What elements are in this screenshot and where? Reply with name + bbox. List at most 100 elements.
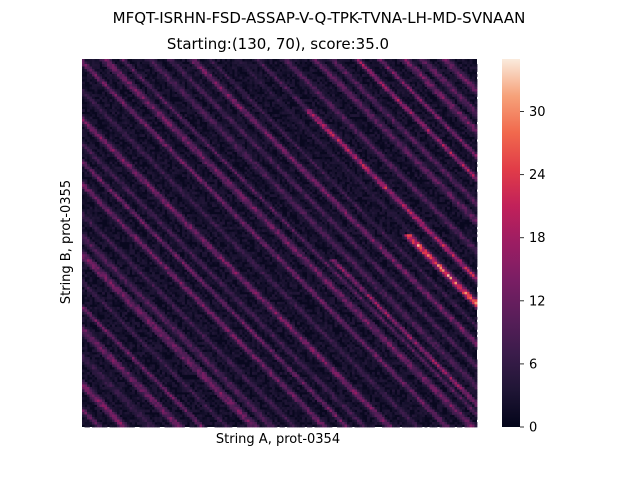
heatmap-cell [347,116,350,120]
heatmap-cell [212,104,215,107]
heatmap-cell [324,81,328,85]
heatmap-cell [384,141,388,145]
heatmap-cell [202,61,205,65]
heatmap-cell [137,149,140,153]
heatmap-cell [159,126,163,130]
heatmap-cell [272,139,275,143]
heatmap-cell [439,89,443,92]
heatmap-cell [464,91,468,95]
heatmap-cell [197,94,200,97]
heatmap-cell [189,149,193,153]
heatmap-cell [454,134,458,137]
heatmap-cell [314,116,318,120]
heatmap-cell [329,76,333,80]
heatmap-cell [137,61,140,65]
heatmap-cell [447,126,450,130]
heatmap-cell [127,134,130,137]
heatmap-cell [124,61,128,65]
heatmap-cell [367,79,370,82]
heatmap-cell [364,89,368,92]
heatmap-cell [287,74,290,77]
heatmap-cell [87,119,90,122]
heatmap-cell [99,131,103,135]
heatmap-cell [117,74,120,77]
heatmap-cell [289,94,293,97]
heatmap-cell [182,116,185,120]
heatmap-cell [204,71,208,75]
heatmap-cell [199,96,203,100]
heatmap-cell [109,119,113,122]
heatmap-cell [314,84,318,87]
heatmap-cell [259,64,263,67]
heatmap-cell [272,94,275,97]
heatmap-cell [379,61,383,65]
heatmap-cell [154,131,158,135]
heatmap-cell [447,79,450,82]
heatmap-cell [282,69,285,72]
heatmap-cell [279,71,283,75]
heatmap-cell [342,151,345,155]
heatmap-cell [117,76,120,80]
heatmap-cell [364,129,368,132]
heatmap-cell [467,139,470,143]
heatmap-cell [299,76,303,80]
heatmap-cell [222,121,225,125]
heatmap-cell [109,121,113,125]
heatmap-cell [124,69,128,72]
heatmap-cell [204,89,208,92]
heatmap-cell [419,96,423,100]
heatmap-cell [427,154,430,158]
heatmap-cell [239,101,243,105]
heatmap-cell [329,71,333,75]
heatmap-cell [247,99,250,102]
heatmap-cell [304,136,308,140]
heatmap-cell [192,76,195,80]
heatmap-cell [439,116,443,120]
heatmap-cell [99,141,103,145]
heatmap-cell [402,79,405,82]
heatmap-cell [337,141,340,145]
heatmap-cell [317,129,320,132]
heatmap-cell [407,74,410,77]
heatmap-cell [164,74,168,77]
heatmap-cell [177,61,180,65]
heatmap-cell [419,124,423,127]
heatmap-cell [357,94,360,97]
heatmap-cell [249,86,253,90]
heatmap-cell [87,59,90,62]
heatmap-cell [217,131,220,135]
heatmap-cell [112,141,115,145]
heatmap-cell [329,136,333,140]
heatmap-cell [204,116,208,120]
heatmap-cell [134,136,138,140]
heatmap-cell [117,139,120,143]
heatmap-cell [129,84,133,87]
heatmap-cell [172,149,175,153]
heatmap-cell [97,136,100,140]
heatmap-cell [347,109,350,112]
heatmap-cell [369,109,373,112]
heatmap-cell [229,99,233,102]
heatmap-cell [372,71,375,75]
heatmap-cell [302,124,305,127]
heatmap-cell [167,106,170,110]
heatmap-cell [429,69,433,72]
heatmap-cell [232,104,235,107]
heatmap-cell [297,114,300,117]
heatmap-cell [144,154,148,158]
heatmap-cell [129,141,133,145]
heatmap-cell [319,59,323,62]
heatmap-cell [204,59,208,62]
heatmap-cell [132,59,135,62]
heatmap-cell [92,119,95,122]
heatmap-cell [402,149,405,153]
heatmap-cell [349,71,353,75]
heatmap-cell [467,129,470,132]
heatmap-cell [412,96,415,100]
heatmap-cell [124,106,128,110]
heatmap-cell [359,81,363,85]
heatmap-cell [379,96,383,100]
heatmap-cell [292,96,295,100]
heatmap-cell [299,119,303,122]
heatmap-cell [444,59,448,62]
